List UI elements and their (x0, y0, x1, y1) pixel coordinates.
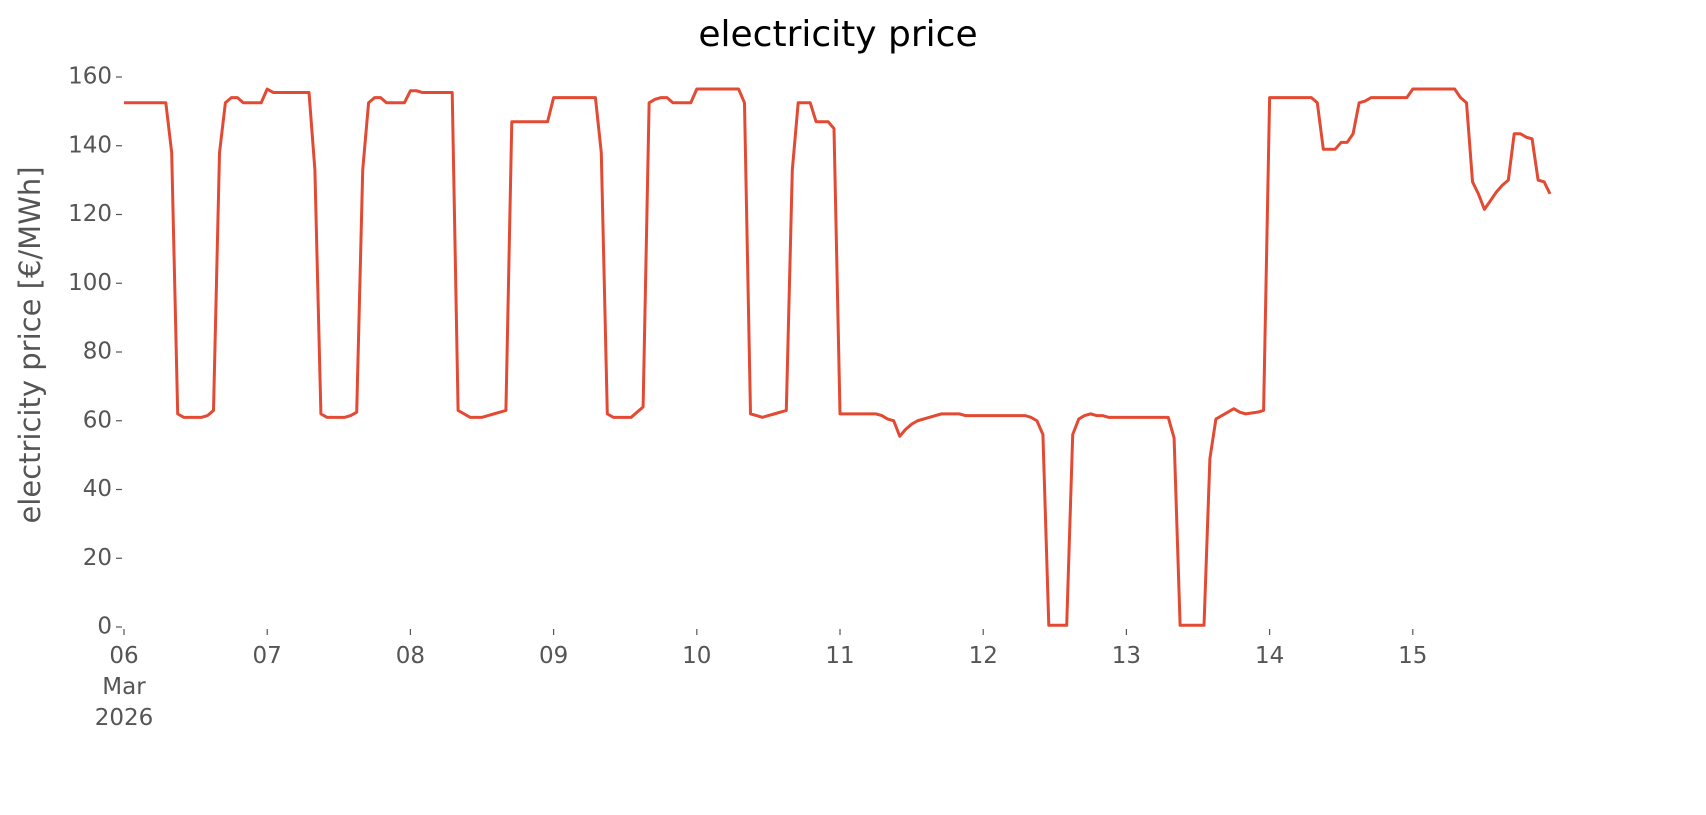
y-tick-label: 60 (83, 407, 112, 433)
chart-title: electricity price (698, 14, 977, 55)
x-tick-label: 09 (538, 643, 569, 669)
x-tick-label: 10 (682, 643, 712, 669)
y-tick-label: 0 (97, 614, 112, 640)
x-tick-label: 15 (1398, 643, 1428, 669)
x-tick-label: 12 (968, 643, 998, 669)
y-axis-label: electricity price [€/MWh] (13, 166, 47, 523)
x-tick-label: 08 (395, 643, 426, 669)
price-line (124, 87, 1552, 627)
x-tick-label: 07 (252, 643, 282, 669)
y-tick-label: 160 (68, 64, 112, 90)
y-tick-label: 100 (68, 270, 112, 296)
y-tick-label: 20 (83, 545, 112, 571)
y-tick-label: 140 (68, 132, 112, 158)
x-tick-label: 06 Mar 2026 (94, 643, 154, 731)
x-tick-label: 13 (1111, 643, 1142, 669)
y-tick-label: 40 (83, 476, 112, 502)
y-tick-label: 80 (83, 339, 112, 365)
y-tick-label: 120 (68, 201, 112, 227)
x-tick-label: 14 (1254, 643, 1285, 669)
x-tick-label: 11 (825, 643, 855, 669)
